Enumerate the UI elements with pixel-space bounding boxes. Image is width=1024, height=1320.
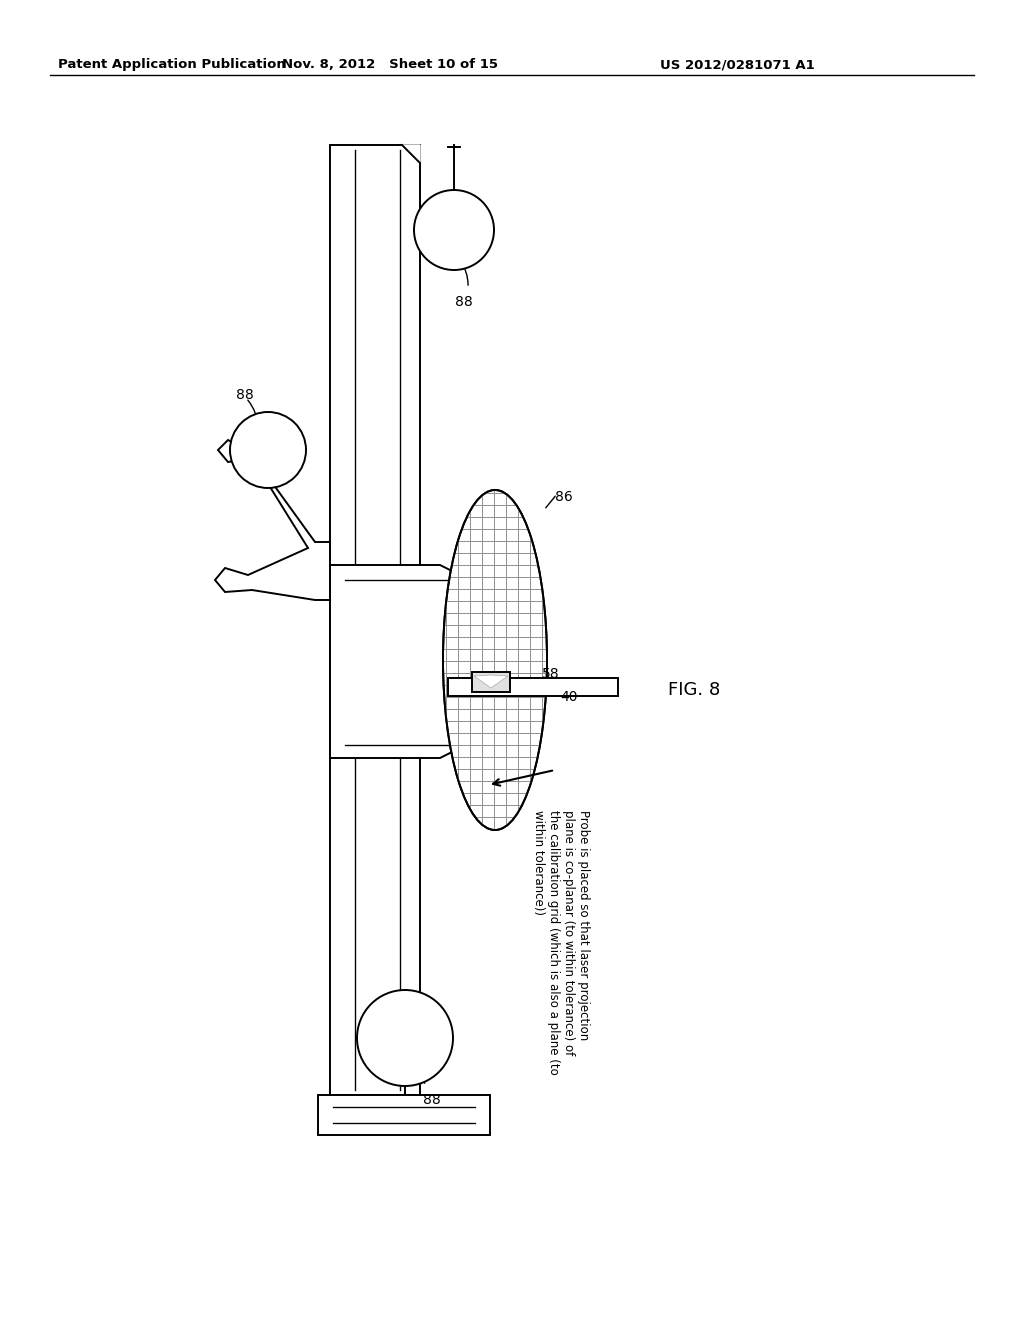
Bar [318, 1096, 490, 1135]
Text: 86: 86 [555, 490, 572, 504]
Bar [472, 672, 510, 692]
Ellipse shape [443, 490, 547, 830]
Text: 88: 88 [423, 1093, 440, 1107]
Text: 40: 40 [560, 690, 578, 704]
Text: US 2012/0281071 A1: US 2012/0281071 A1 [660, 58, 815, 71]
Polygon shape [474, 675, 508, 688]
Text: Probe is placed so that laser projection
plane is co-planar (to within tolerance: Probe is placed so that laser projection… [532, 810, 590, 1074]
Bar [330, 145, 420, 1096]
Polygon shape [215, 440, 330, 601]
Circle shape [230, 412, 306, 488]
Text: FIG. 8: FIG. 8 [668, 681, 720, 700]
Text: 58: 58 [542, 667, 560, 681]
Polygon shape [402, 145, 420, 162]
Bar [449, 678, 618, 696]
Text: 88: 88 [236, 388, 254, 403]
Circle shape [414, 190, 494, 271]
Text: Patent Application Publication: Patent Application Publication [58, 58, 286, 71]
Polygon shape [330, 565, 485, 758]
Text: 88: 88 [455, 294, 473, 309]
Text: Nov. 8, 2012   Sheet 10 of 15: Nov. 8, 2012 Sheet 10 of 15 [282, 58, 498, 71]
Circle shape [357, 990, 453, 1086]
